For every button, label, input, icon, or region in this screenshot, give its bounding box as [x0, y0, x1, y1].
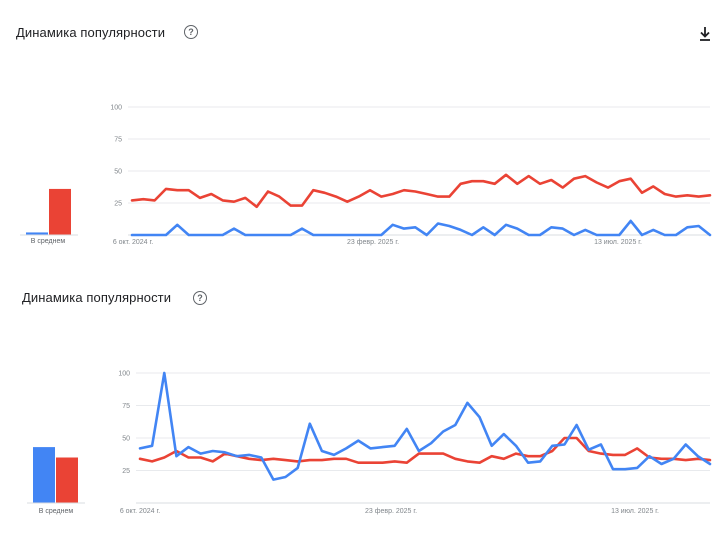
download-icon[interactable]	[698, 26, 712, 42]
x-tick-label: 13 июл. 2025 г.	[611, 508, 659, 515]
average-label: В среднем	[30, 238, 66, 245]
x-tick-label: 6 окт. 2024 г.	[120, 508, 160, 515]
help-icon[interactable]: ?	[184, 25, 198, 39]
y-tick-label: 100	[118, 371, 130, 378]
interest-panel-2: Динамика популярности ? 100 75 50 25 6 окт. …	[0, 268, 720, 540]
y-tick-label: 25	[122, 468, 130, 475]
x-tick-label: 23 февр. 2025 г.	[365, 508, 417, 515]
y-tick-label: 75	[114, 137, 122, 144]
panel-title: Динамика популярности	[16, 25, 166, 40]
y-tick-label: 75	[122, 403, 130, 410]
interest-panel-1: Динамика популярности ? 100 75 50 25 6 окт. …	[0, 0, 720, 268]
y-tick-label: 50	[122, 436, 130, 443]
average-bar	[26, 232, 48, 235]
line-chart: 100 75 50 25 6 окт. 2024 г. 23 февр. 2025 г. 1…	[27, 371, 712, 515]
series-line	[138, 371, 712, 481]
x-tick-label: 13 июл. 2025 г.	[594, 239, 642, 246]
series-line	[138, 436, 712, 464]
y-tick-label: 50	[114, 169, 122, 176]
panel-title: Динамика популярности	[22, 290, 172, 305]
average-bar	[49, 188, 71, 235]
line-chart: 100 75 50 25 6 окт. 2024 г. 23 февр. 2025 г. 1…	[20, 105, 712, 246]
y-tick-label: 25	[114, 201, 122, 208]
x-tick-label: 6 окт. 2024 г.	[113, 239, 153, 246]
average-label: В среднем	[38, 508, 74, 515]
help-icon[interactable]: ?	[193, 291, 207, 305]
series-line	[130, 173, 712, 209]
x-tick-label: 23 февр. 2025 г.	[347, 239, 399, 246]
average-bar	[33, 447, 55, 503]
y-tick-label: 100	[110, 105, 122, 112]
series-line	[130, 219, 712, 237]
average-bar	[56, 457, 78, 503]
